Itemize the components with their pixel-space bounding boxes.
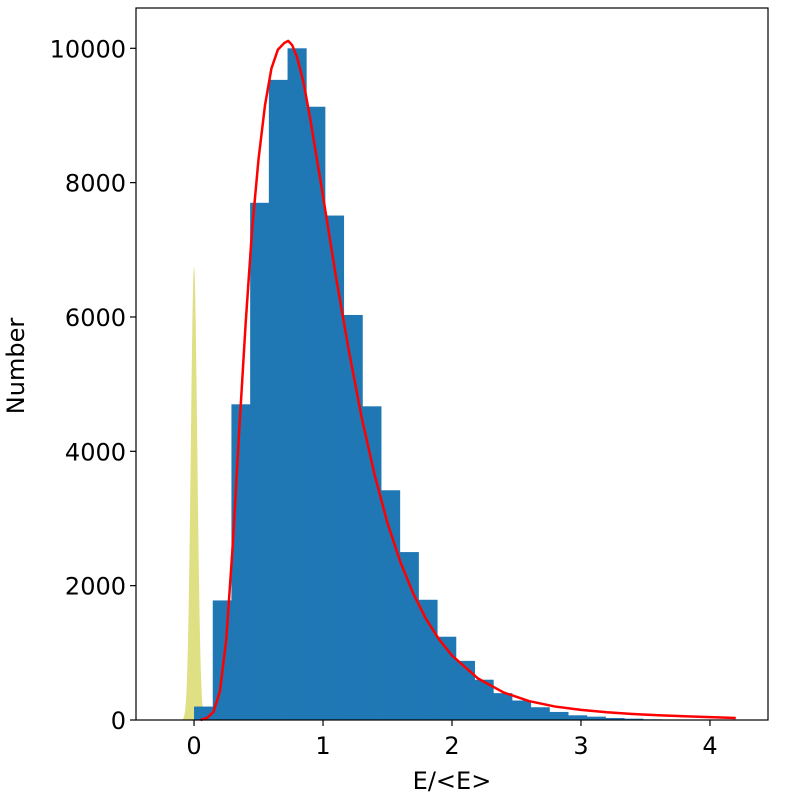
histogram-bar-14 — [455, 660, 475, 720]
histogram-bar-7 — [324, 215, 345, 721]
y-axis-ticks: 0 2000 4000 6000 8000 10000 — [50, 35, 136, 735]
histogram-bar-18 — [530, 707, 550, 720]
histogram-bar-4 — [268, 79, 288, 721]
histogram-bar-13 — [437, 636, 457, 720]
y-tick-label: 4000 — [65, 438, 126, 466]
histogram-bar-10 — [381, 490, 401, 720]
y-axis-label: Number — [2, 318, 30, 415]
histogram-bar-11 — [399, 552, 419, 720]
histogram-bar-19 — [549, 711, 569, 720]
y-tick-label: 10000 — [50, 35, 126, 63]
histogram-bar-9 — [362, 406, 382, 720]
x-axis-ticks: 0 1 2 3 4 — [186, 720, 718, 760]
y-tick-label: 8000 — [65, 170, 126, 198]
histogram-bar-6 — [306, 106, 326, 721]
histogram-bar-3 — [250, 202, 270, 721]
histogram-bar-23 — [624, 718, 644, 720]
y-tick-label: 0 — [111, 707, 126, 735]
histogram-bar-15 — [474, 679, 494, 720]
histogram-bar-22 — [605, 717, 625, 720]
x-tick-label: 4 — [702, 732, 717, 760]
histogram-bars — [194, 48, 662, 721]
histogram-bar-12 — [418, 599, 438, 720]
fit-curve-layer — [200, 39, 736, 722]
histogram-bar-16 — [493, 693, 513, 720]
x-tick-label: 0 — [186, 732, 201, 760]
x-tick-label: 2 — [444, 732, 459, 760]
noise-peak-layer — [177, 266, 211, 720]
y-tick-label: 6000 — [65, 304, 126, 332]
histogram-bar-8 — [343, 314, 363, 720]
histogram-bar-21 — [586, 716, 606, 720]
noise-peak — [177, 266, 211, 720]
histogram-bar-2 — [231, 404, 251, 720]
x-axis-label: E/<E> — [413, 767, 492, 795]
x-tick-label: 1 — [315, 732, 330, 760]
x-tick-label: 3 — [573, 732, 588, 760]
histogram-bar-5 — [287, 48, 307, 721]
histogram-bar-17 — [511, 700, 532, 720]
fit-curve — [200, 39, 736, 722]
histogram-bar-20 — [568, 715, 588, 720]
y-tick-label: 2000 — [65, 573, 126, 601]
